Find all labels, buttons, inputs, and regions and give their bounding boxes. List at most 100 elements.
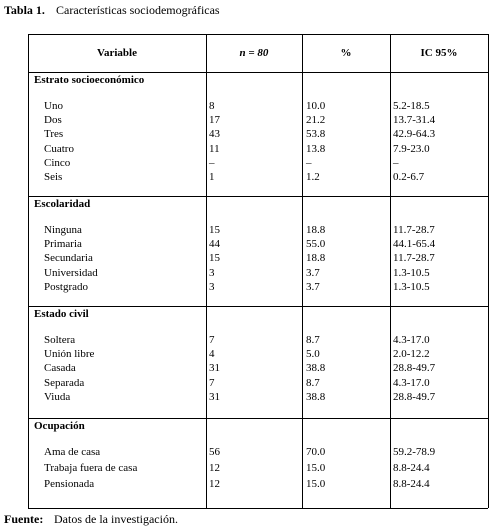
cell: – — [209, 156, 215, 169]
cell: 18.8 — [306, 224, 326, 236]
footer-label: Fuente: — [4, 512, 44, 526]
cell: 31 — [209, 390, 220, 403]
table-border — [488, 34, 489, 508]
cell: 2.0-12.2 — [393, 348, 430, 361]
row-label: Postgrado — [44, 280, 88, 293]
section-divider — [28, 72, 488, 73]
cell: 1.3-10.5 — [393, 280, 430, 293]
row-label: Separada — [44, 376, 85, 389]
cell: 12 — [209, 462, 220, 474]
section-title: Escolaridad — [34, 198, 91, 210]
cell: 7.9-23.0 — [393, 142, 430, 155]
section-title: Estrato socioeconómico — [34, 74, 145, 86]
footer-text: Datos de la investigación. — [54, 512, 178, 526]
row-label: Soltera — [44, 334, 76, 346]
cell: 13.7-31.4 — [393, 114, 436, 127]
cell: 11.7-28.7 — [393, 224, 435, 236]
table-border — [28, 34, 488, 35]
cell: 53.8 — [306, 128, 326, 141]
cell: 10.0 — [306, 100, 326, 112]
row-label: Ninguna — [44, 224, 82, 236]
column-divider — [390, 34, 391, 508]
cell: 5.2-18.5 — [393, 100, 430, 112]
cell: 1.3-10.5 — [393, 266, 430, 279]
cell: 1 — [209, 171, 215, 183]
cell: 21.2 — [306, 114, 326, 127]
cell: 3 — [209, 280, 215, 293]
cell: 28.8-49.7 — [393, 390, 436, 403]
cell: 55.0 — [306, 238, 326, 251]
section-divider — [28, 306, 488, 307]
cell: 3 — [209, 266, 215, 279]
row-label: Unión libre — [44, 348, 95, 361]
header-cell: n = 80 — [239, 47, 269, 59]
cell: 11 — [209, 142, 220, 155]
row-label: Dos — [44, 114, 62, 127]
cell: 13.8 — [306, 142, 326, 155]
cell: 4.3-17.0 — [393, 334, 430, 346]
title-text: Características sociodemográficas — [56, 3, 220, 17]
row-label: Uno — [44, 100, 63, 112]
row-label: Tres — [44, 128, 64, 141]
table-border — [28, 34, 29, 508]
cell: 31 — [209, 362, 220, 375]
cell: 4 — [209, 348, 215, 361]
cell: 7 — [209, 376, 215, 389]
cell: 1.2 — [306, 171, 320, 183]
cell: 3.7 — [306, 280, 320, 293]
section-divider — [28, 196, 488, 197]
column-divider — [206, 34, 207, 508]
row-label: Pensionada — [44, 478, 95, 490]
cell: 42.9-64.3 — [393, 128, 436, 141]
cell: 15.0 — [306, 462, 326, 474]
cell: 43 — [209, 128, 220, 141]
section-divider — [28, 418, 488, 419]
cell: – — [393, 156, 399, 169]
cell: 17 — [209, 114, 220, 127]
table-border — [28, 508, 488, 509]
row-label: Trabaja fuera de casa — [44, 462, 138, 474]
cell: 56 — [209, 446, 220, 458]
row-label: Casada — [44, 362, 76, 375]
cell: 8.8-24.4 — [393, 478, 430, 490]
cell: 18.8 — [306, 252, 326, 265]
row-label: Primaria — [44, 238, 82, 251]
cell: 70.0 — [306, 446, 326, 458]
cell: 44 — [209, 238, 220, 251]
cell: 7 — [209, 334, 215, 346]
row-label: Ama de casa — [44, 446, 101, 458]
cell: 8 — [209, 100, 215, 112]
cell: 15 — [209, 252, 220, 265]
row-label: Cinco — [44, 156, 71, 169]
header-cell: IC 95% — [420, 47, 458, 59]
cell: 0.2-6.7 — [393, 171, 425, 183]
cell: 8.7 — [306, 376, 320, 389]
row-label: Universidad — [44, 266, 98, 279]
cell: 15.0 — [306, 478, 326, 490]
header-cell: % — [340, 47, 352, 59]
row-label: Cuatro — [44, 142, 74, 155]
cell: 4.3-17.0 — [393, 376, 430, 389]
header-cell: Variable — [97, 47, 137, 59]
cell: 5.0 — [306, 348, 320, 361]
cell: 38.8 — [306, 362, 326, 375]
cell: 59.2-78.9 — [393, 446, 436, 458]
cell: 15 — [209, 224, 220, 236]
row-label: Secundaria — [44, 252, 93, 265]
cell: 3.7 — [306, 266, 320, 279]
cell: 12 — [209, 478, 220, 490]
section-title: Ocupación — [34, 420, 85, 432]
cell: 8.8-24.4 — [393, 462, 430, 474]
cell: 44.1-65.4 — [393, 238, 436, 251]
row-label: Viuda — [44, 390, 71, 403]
cell: 38.8 — [306, 390, 326, 403]
title-label: Tabla 1. — [4, 3, 45, 17]
column-divider — [302, 34, 303, 508]
cell: 11.7-28.7 — [393, 252, 435, 265]
section-title: Estado civil — [34, 308, 89, 320]
cell: – — [306, 156, 312, 169]
row-label: Seis — [44, 171, 63, 183]
cell: 28.8-49.7 — [393, 362, 436, 375]
cell: 8.7 — [306, 334, 320, 346]
